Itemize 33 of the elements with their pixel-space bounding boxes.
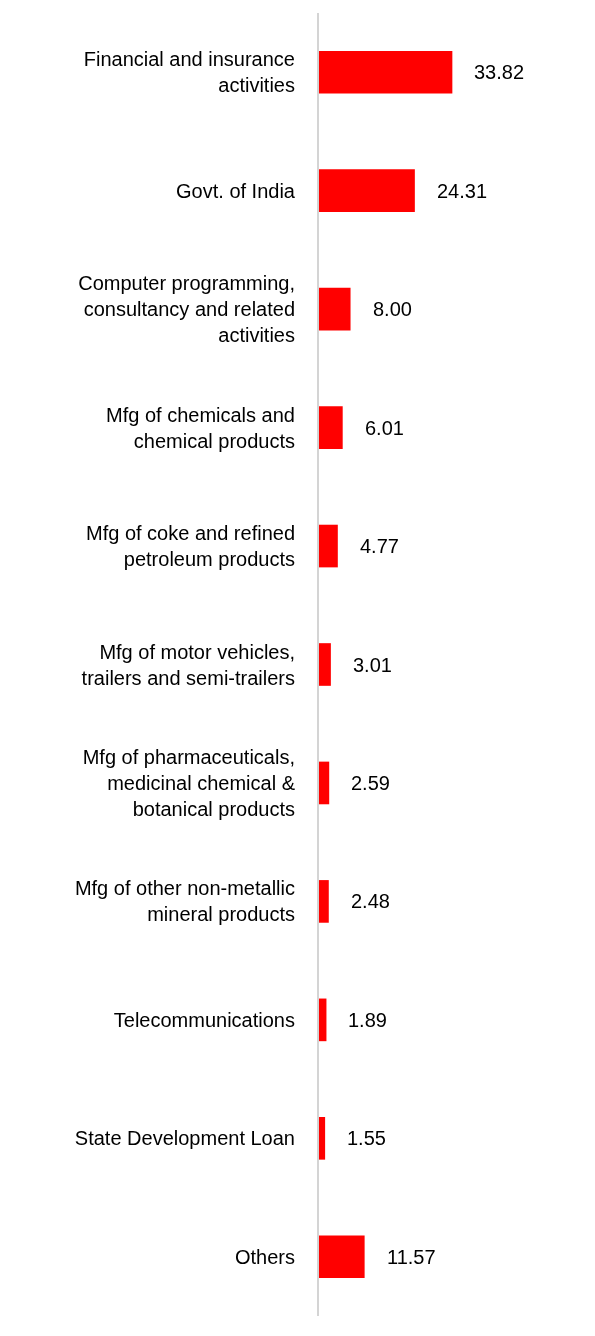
bar <box>319 524 338 568</box>
y-tick-label: Mfg of pharmaceuticals, medicinal chemical & botanical products <box>82 745 296 820</box>
bar <box>319 1117 326 1160</box>
data-label: 2.48 <box>351 890 390 912</box>
y-tick-label: Financial and insurance activities <box>83 48 295 97</box>
bar <box>319 1235 365 1279</box>
data-label: 4.77 <box>360 535 399 557</box>
bar <box>319 761 330 805</box>
data-label: 11.57 <box>387 1246 436 1268</box>
bar <box>319 287 351 331</box>
bar <box>319 998 327 1042</box>
data-label: 3.01 <box>353 654 392 676</box>
y-tick-label: Mfg of other non-metallic mineral products <box>74 877 295 926</box>
bar <box>319 880 329 923</box>
data-label: 24.31 <box>437 180 488 202</box>
data-label: 8.00 <box>373 298 412 320</box>
data-label: 33.82 <box>474 61 525 83</box>
bar <box>319 169 415 212</box>
bar <box>319 643 331 686</box>
bar <box>319 50 453 94</box>
y-tick-label: Mfg of motor vehicles, trailers and semi-trailers <box>81 640 295 689</box>
data-label: 6.01 <box>365 417 404 439</box>
y-tick-label: Mfg of chemicals and chemical products <box>106 403 295 452</box>
data-label: 1.89 <box>348 1009 387 1031</box>
bar <box>319 406 343 449</box>
y-tick-label: Computer programming, consultancy and related activities <box>78 272 295 347</box>
data-label: 1.55 <box>347 1127 386 1149</box>
y-tick-label: Govt. of India <box>176 179 296 202</box>
y-tick-label: Others <box>234 1245 295 1268</box>
data-label: 2.59 <box>351 772 390 794</box>
y-tick-label: Telecommunications <box>113 1008 295 1031</box>
y-tick-label: State Development Loan <box>74 1127 295 1150</box>
y-tick-label: Mfg of coke and refined petroleum products <box>85 522 295 571</box>
